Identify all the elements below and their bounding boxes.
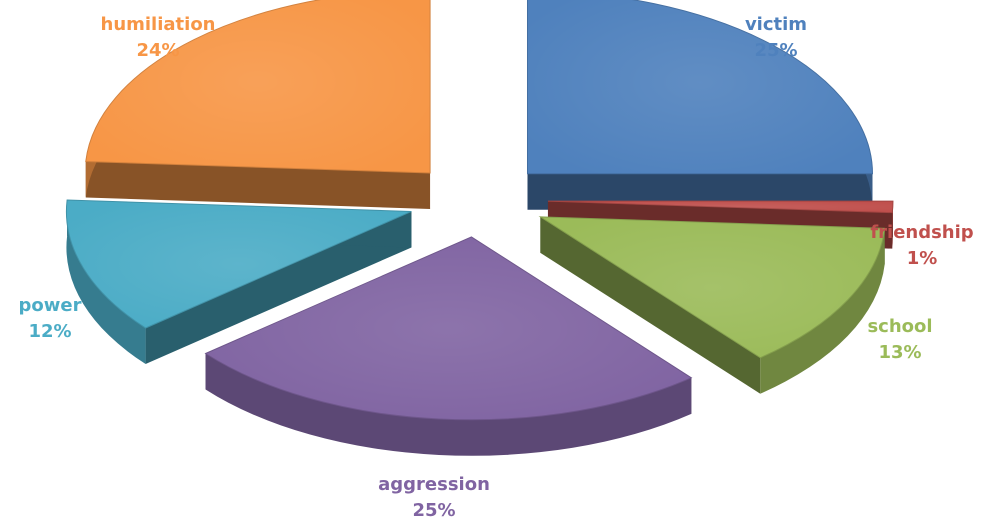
slice-label-humiliation: humiliation: [101, 14, 216, 35]
slice-aggression-wall: [205, 353, 692, 456]
slice-label-school: school: [867, 316, 932, 337]
slice-friendship-shine: [547, 201, 893, 213]
slice-humiliation-edge-0: [85, 161, 431, 209]
slice-label-victim: victim: [745, 14, 807, 35]
slice-victim-shine: [527, 0, 873, 174]
slice-value-aggression: 25%: [412, 500, 455, 518]
slice-value-humiliation: 24%: [136, 40, 179, 61]
slice-value-power: 12%: [28, 321, 71, 342]
slice-school-edge-1: [540, 216, 761, 394]
slice-label-aggression: aggression: [378, 474, 490, 495]
slice-power-wall: [66, 199, 146, 365]
slice-power-edge-0: [145, 211, 412, 365]
slice-power-shine: [66, 199, 412, 329]
slice-value-friendship: 1%: [907, 248, 938, 269]
slice-humiliation-shine: [85, 0, 431, 173]
slice-value-victim: 25%: [754, 40, 797, 61]
slice-aggression-shine: [205, 236, 692, 420]
slice-school-wall: [760, 228, 885, 394]
slice-label-power: power: [19, 295, 82, 316]
slice-school-shine: [540, 216, 885, 358]
slice-label-friendship: friendship: [870, 222, 973, 243]
slice-value-school: 13%: [878, 342, 921, 363]
